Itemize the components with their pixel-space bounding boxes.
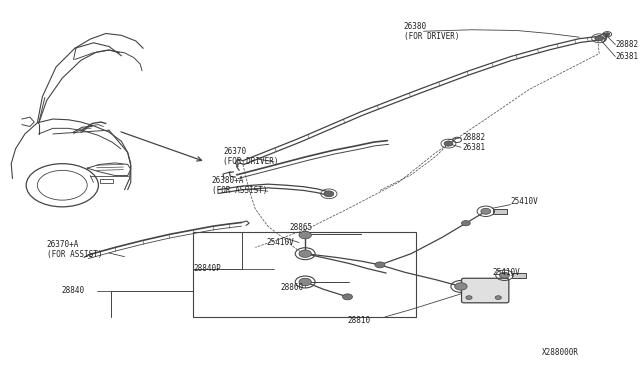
Text: 26370
(FOR DRIVER): 26370 (FOR DRIVER)	[223, 147, 278, 166]
Circle shape	[444, 141, 452, 146]
Circle shape	[299, 278, 312, 286]
Circle shape	[454, 283, 467, 290]
Circle shape	[342, 294, 353, 300]
Circle shape	[466, 296, 472, 299]
Circle shape	[595, 36, 604, 41]
Circle shape	[499, 272, 509, 278]
Text: 28810: 28810	[348, 316, 371, 325]
Circle shape	[299, 250, 312, 257]
Text: 25410V: 25410V	[267, 238, 294, 247]
Text: 28865: 28865	[290, 223, 313, 232]
Text: 28882: 28882	[615, 40, 639, 49]
Text: 26381: 26381	[462, 143, 485, 152]
Circle shape	[299, 231, 312, 239]
Circle shape	[324, 191, 334, 197]
Text: 26370+A
(FOR ASSIST): 26370+A (FOR ASSIST)	[47, 240, 102, 259]
FancyBboxPatch shape	[461, 278, 509, 303]
Text: X288000R: X288000R	[542, 348, 579, 357]
Bar	[512, 273, 525, 278]
Text: 26380+A
(FOR ASSIST): 26380+A (FOR ASSIST)	[212, 176, 268, 195]
Text: 28840P: 28840P	[193, 264, 221, 273]
Circle shape	[495, 296, 501, 299]
Text: 26380
(FOR DRIVER): 26380 (FOR DRIVER)	[404, 22, 459, 41]
Text: 28840: 28840	[61, 286, 84, 295]
Text: 25410V: 25410V	[511, 197, 538, 206]
Circle shape	[461, 221, 470, 226]
Text: 28860: 28860	[280, 283, 303, 292]
Text: 25410V: 25410V	[492, 268, 520, 277]
Text: 28882: 28882	[462, 133, 485, 142]
Bar	[193, 232, 416, 317]
Bar	[493, 209, 507, 214]
Bar	[100, 179, 113, 183]
Text: 26381: 26381	[615, 52, 639, 61]
Circle shape	[481, 208, 491, 214]
Circle shape	[375, 262, 385, 268]
Circle shape	[605, 33, 610, 36]
